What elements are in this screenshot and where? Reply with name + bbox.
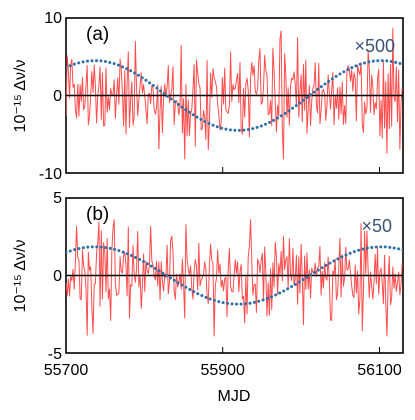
xtick-label-b-2: 56100 bbox=[357, 362, 402, 379]
ytick-label-a-top: 10 bbox=[44, 10, 62, 27]
ylabel-a: 10⁻¹⁵ Δν/ν bbox=[12, 60, 29, 133]
panel-a: 10 0 -10 (a) ×500 10⁻¹⁵ Δν/ν bbox=[12, 10, 404, 183]
ylabel-b: 10⁻¹⁵ Δν/ν bbox=[12, 240, 29, 313]
ytick-label-b-top: 5 bbox=[53, 190, 62, 207]
annotation-b: ×50 bbox=[361, 216, 392, 236]
series-a-noise-line bbox=[66, 28, 403, 160]
series-b-sinusoid-line bbox=[66, 245, 403, 306]
series-a-sinusoid-line bbox=[66, 59, 403, 132]
xtick-label-b-0: 55700 bbox=[44, 362, 89, 379]
panel-label-b: (b) bbox=[86, 204, 109, 225]
ytick-label-b-mid: 0 bbox=[53, 268, 62, 285]
panel-label-a: (a) bbox=[86, 24, 109, 45]
ytick-label-a-bot: -10 bbox=[39, 166, 62, 183]
ytick-label-a-mid: 0 bbox=[53, 88, 62, 105]
ytick-label-b-bot: -5 bbox=[48, 346, 62, 363]
annotation-a: ×500 bbox=[354, 36, 395, 56]
xlabel-b: MJD bbox=[218, 388, 251, 405]
panel-b: 5 0 -5 55700 55900 56100 (b) ×50 10⁻¹⁵ Δ… bbox=[12, 190, 404, 405]
xtick-label-b-1: 55900 bbox=[200, 362, 245, 379]
